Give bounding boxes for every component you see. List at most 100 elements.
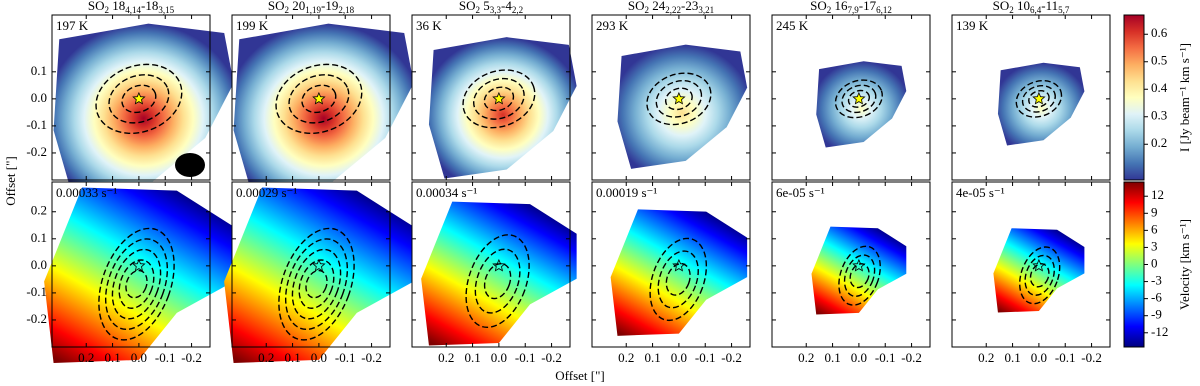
panel-border [771,14,931,181]
title-part: 16 [831,0,848,13]
panel-border [591,181,751,348]
title-part: 1,19 [305,5,321,15]
star-marker [1032,258,1046,272]
panel-border [51,14,211,181]
title-part: 2 [1009,5,1014,15]
title-part: 6,12 [876,5,892,15]
x-tick-label: -0.2 [541,350,562,365]
x-axis-label: Offset ["] [555,368,604,383]
rate-label: 0.00034 s⁻¹ [416,185,477,200]
colorbar-tick-label: -3 [1151,273,1162,288]
title-part: 2,2 [512,5,523,15]
rate-label: 0.00019 s⁻¹ [596,185,657,200]
x-tick-label: -0.1 [875,350,896,365]
contour [298,259,335,309]
contour [1019,246,1061,305]
x-tick-label: -0.1 [515,350,536,365]
title-part: -19 [321,0,338,13]
intensity-map [428,37,577,179]
star-marker [132,258,146,272]
star-marker [312,91,326,105]
y-tick-label: 0.0 [31,257,47,272]
velocity-map [811,226,907,315]
intensity-map [997,62,1085,146]
contour [95,63,183,135]
panel-title: SO2 242,22-233,21 [628,0,714,15]
x-tick-label: -0.2 [1081,350,1102,365]
intensity-map [53,23,234,197]
temperature-label: 139 K [956,18,989,33]
title-part: 24 [649,0,666,13]
star-marker [1032,91,1046,105]
y-tick-label: -0.2 [26,144,47,159]
star-marker [672,258,686,272]
title-part: 2 [827,5,832,15]
colorbar-tick-label: 12 [1151,187,1164,202]
colorbar-tick-label: 0.5 [1151,53,1167,68]
beam [175,153,205,177]
x-tick-label: 0.2 [78,350,94,365]
title-part: -23 [681,0,698,13]
x-tick-label: 0.1 [464,350,480,365]
contour [118,259,155,309]
panel-border [411,14,571,181]
colorbar-label: Velocity [km s⁻¹] [1177,219,1192,310]
contour [1015,79,1063,118]
contour [301,84,337,114]
temperature-label: 245 K [776,18,809,33]
title-part: 20 [289,0,305,13]
y-tick-label: -0.2 [26,311,47,326]
panel-border [771,181,931,348]
contour [288,74,350,124]
title-part: 2,18 [338,5,354,15]
colorbar-tick-label: 0 [1151,255,1158,270]
contour [278,227,355,341]
y-tick-label: 0.2 [31,203,47,218]
colorbar-label: I [Jy beam⁻¹ km s⁻¹] [1177,43,1192,152]
temperature-label: 293 K [596,18,629,33]
panel-border [591,14,751,181]
colorbar-tick-label: 3 [1151,238,1158,253]
x-tick-label: 0.0 [671,350,687,365]
x-tick-label: -0.1 [335,350,356,365]
panel-title: SO2 167,9-176,12 [810,0,892,15]
star-marker [672,91,686,105]
y-tick-label: -0.1 [26,117,47,132]
x-tick-label: 0.0 [1031,350,1047,365]
velocity-map [44,187,234,364]
temperature-label: 199 K [236,18,269,33]
rate-label: 4e-05 s⁻¹ [956,185,1005,200]
contour [655,79,703,118]
title-part: SO [459,0,476,13]
contour [646,72,712,126]
title-part: 3,15 [158,5,174,15]
panel-border [951,181,1111,348]
contour [664,87,693,111]
contour [838,245,881,306]
y-tick-label: 0.1 [31,63,47,78]
contour [1024,254,1055,296]
contour [104,238,169,331]
x-tick-label: 0.2 [258,350,274,365]
title-part: 2 [645,5,650,15]
contour [465,234,530,329]
x-tick-label: -0.2 [181,350,202,365]
y-axis-label: Offset ["] [3,156,18,205]
velocity-map [224,187,414,364]
title-part: SO [268,0,285,13]
title-part: 2 [285,5,290,15]
title-part: 18 [109,0,125,13]
contour [108,74,170,124]
panel-border [411,181,571,348]
title-part: 3,21 [698,5,714,15]
title-part: 10 [1014,0,1030,13]
title-part: SO [993,0,1010,13]
contour [305,269,328,299]
x-tick-label: -0.2 [721,350,742,365]
temperature-label: 36 K [416,18,442,33]
velocity-map [421,201,577,346]
contour [834,79,883,119]
title-part: -4 [501,0,512,13]
contour [121,84,157,114]
y-tick-label: 0.1 [31,230,47,245]
